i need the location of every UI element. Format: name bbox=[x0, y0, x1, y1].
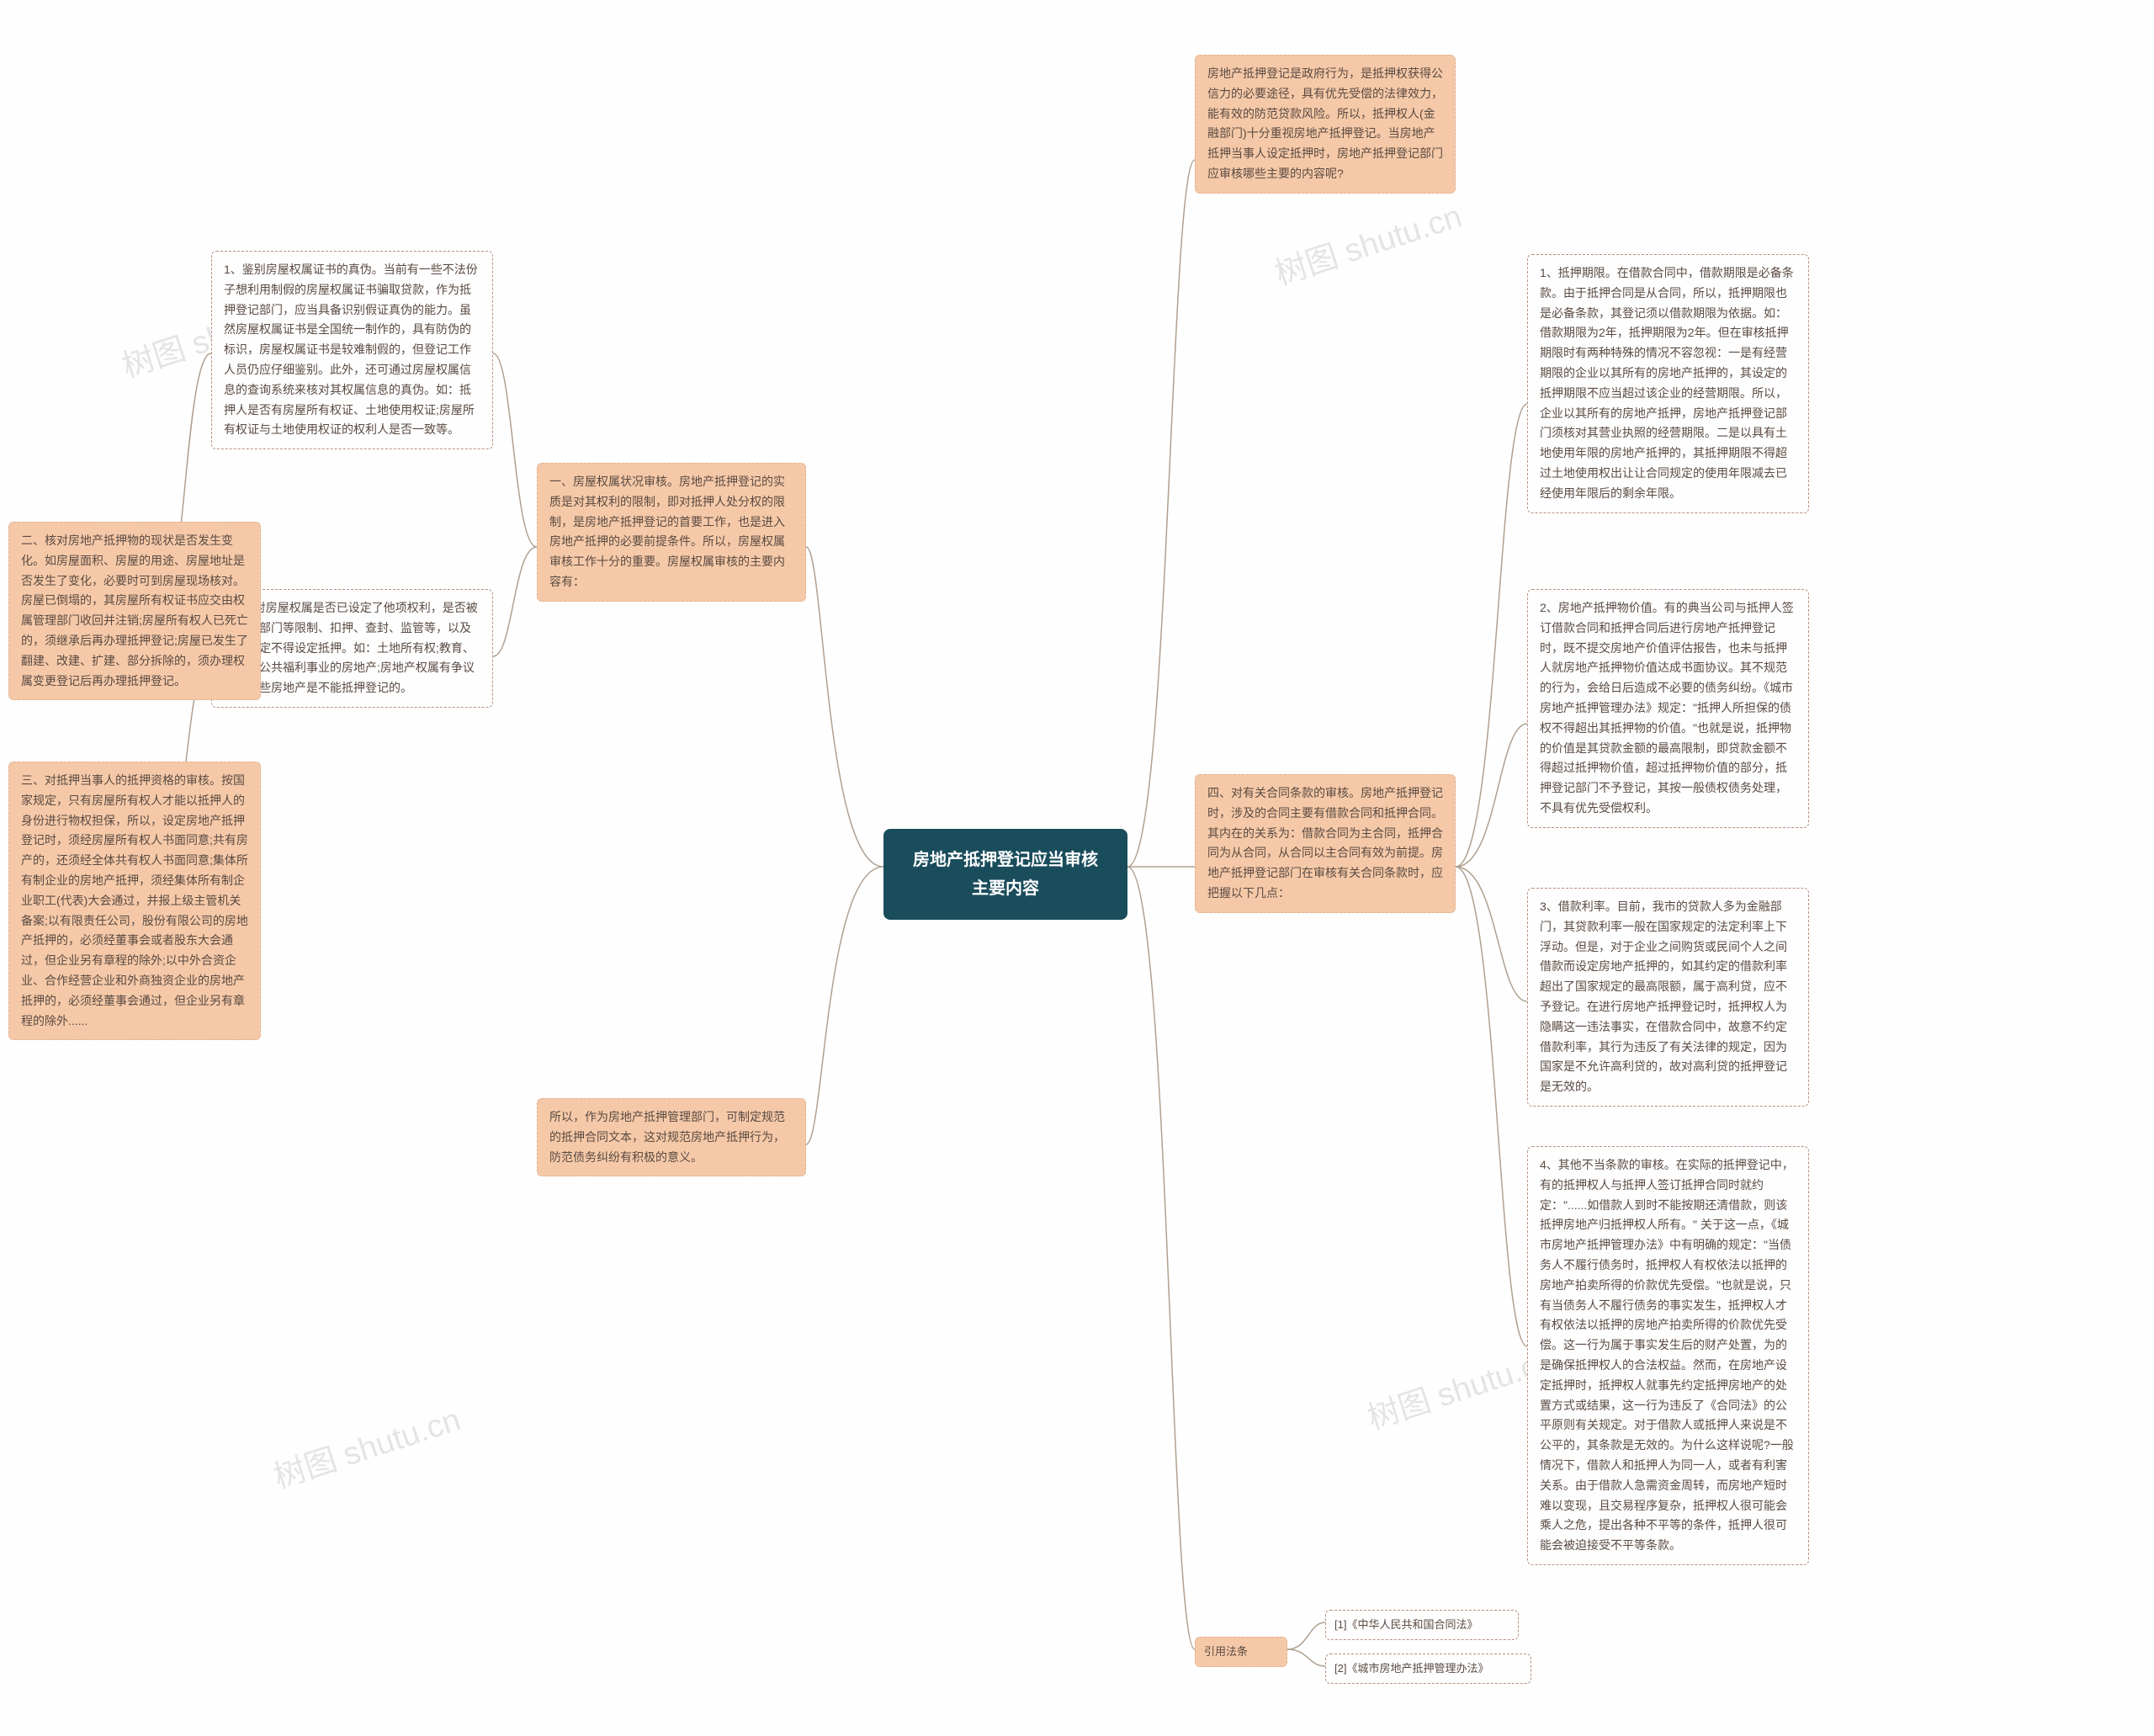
connector-14 bbox=[1287, 1649, 1325, 1666]
connector-0 bbox=[806, 547, 883, 867]
right-l2-R1c: 3、借款利率。目前，我市的贷款人多为金融部门，其贷款利率一般在国家规定的法定利率… bbox=[1527, 888, 1809, 1107]
center-node: 房地产抵押登记应当审核 主要内容 bbox=[883, 829, 1127, 920]
connector-11 bbox=[1456, 867, 1527, 1001]
left-l3-L3a: 二、核对房地产抵押物的现状是否发生变化。如房屋面积、房屋的用途、房屋地址是否发生… bbox=[8, 522, 261, 700]
connector-3 bbox=[493, 547, 537, 656]
right-ref-R2a: [1]《中华人民共和国合同法》 bbox=[1325, 1610, 1519, 1640]
right-l2-R1b: 2、房地产抵押物价值。有的典当公司与抵押人签订借款合同和抵押合同后进行房地产抵押… bbox=[1527, 589, 1809, 828]
right-l2-R1d: 4、其他不当条款的审核。在实际的抵押登记中，有的抵押权人与抵押人签订抵押合同时就… bbox=[1527, 1146, 1809, 1565]
right-l1-R2: 引用法条 bbox=[1195, 1637, 1287, 1667]
right-l2-R1a: 1、抵押期限。在借款合同中，借款期限是必备条款。由于抵押合同是从合同，所以，抵押… bbox=[1527, 254, 1809, 513]
connector-13 bbox=[1287, 1622, 1325, 1649]
connector-6 bbox=[1127, 160, 1195, 867]
right-l1-R1: 四、对有关合同条款的审核。房地产抵押登记时，涉及的合同主要有借款合同和抵押合同。… bbox=[1195, 774, 1456, 913]
connector-9 bbox=[1456, 404, 1527, 867]
right-ref-R2b: [2]《城市房地产抵押管理办法》 bbox=[1325, 1654, 1531, 1684]
watermark-2: 树图 shutu.cn bbox=[267, 1394, 465, 1497]
left-l3-L3b: 三、对抵押当事人的抵押资格的审核。按国家规定，只有房屋所有权人才能以抵押人的身份… bbox=[8, 762, 261, 1040]
connector-10 bbox=[1456, 724, 1527, 867]
watermark-1: 树图 shutu.cn bbox=[1268, 190, 1467, 294]
connector-2 bbox=[493, 353, 537, 547]
left-l2-L2a: 1、鉴别房屋权属证书的真伪。当前有一些不法份子想利用制假的房屋权属证书骗取贷款，… bbox=[211, 251, 493, 449]
left-l1-L1a: 一、房屋权属状况审核。房地产抵押登记的实质是对其权利的限制，即对抵押人处分权的限… bbox=[537, 463, 806, 602]
connector-8 bbox=[1127, 867, 1195, 1649]
right-l1-R0: 房地产抵押登记是政府行为，是抵押权获得公信力的必要途径，具有优先受偿的法律效力，… bbox=[1195, 55, 1456, 194]
connector-12 bbox=[1456, 867, 1527, 1346]
connector-1 bbox=[806, 867, 883, 1144]
left-l1-L1c: 所以，作为房地产抵押管理部门，可制定规范的抵押合同文本，这对规范房地产抵押行为，… bbox=[537, 1098, 806, 1176]
